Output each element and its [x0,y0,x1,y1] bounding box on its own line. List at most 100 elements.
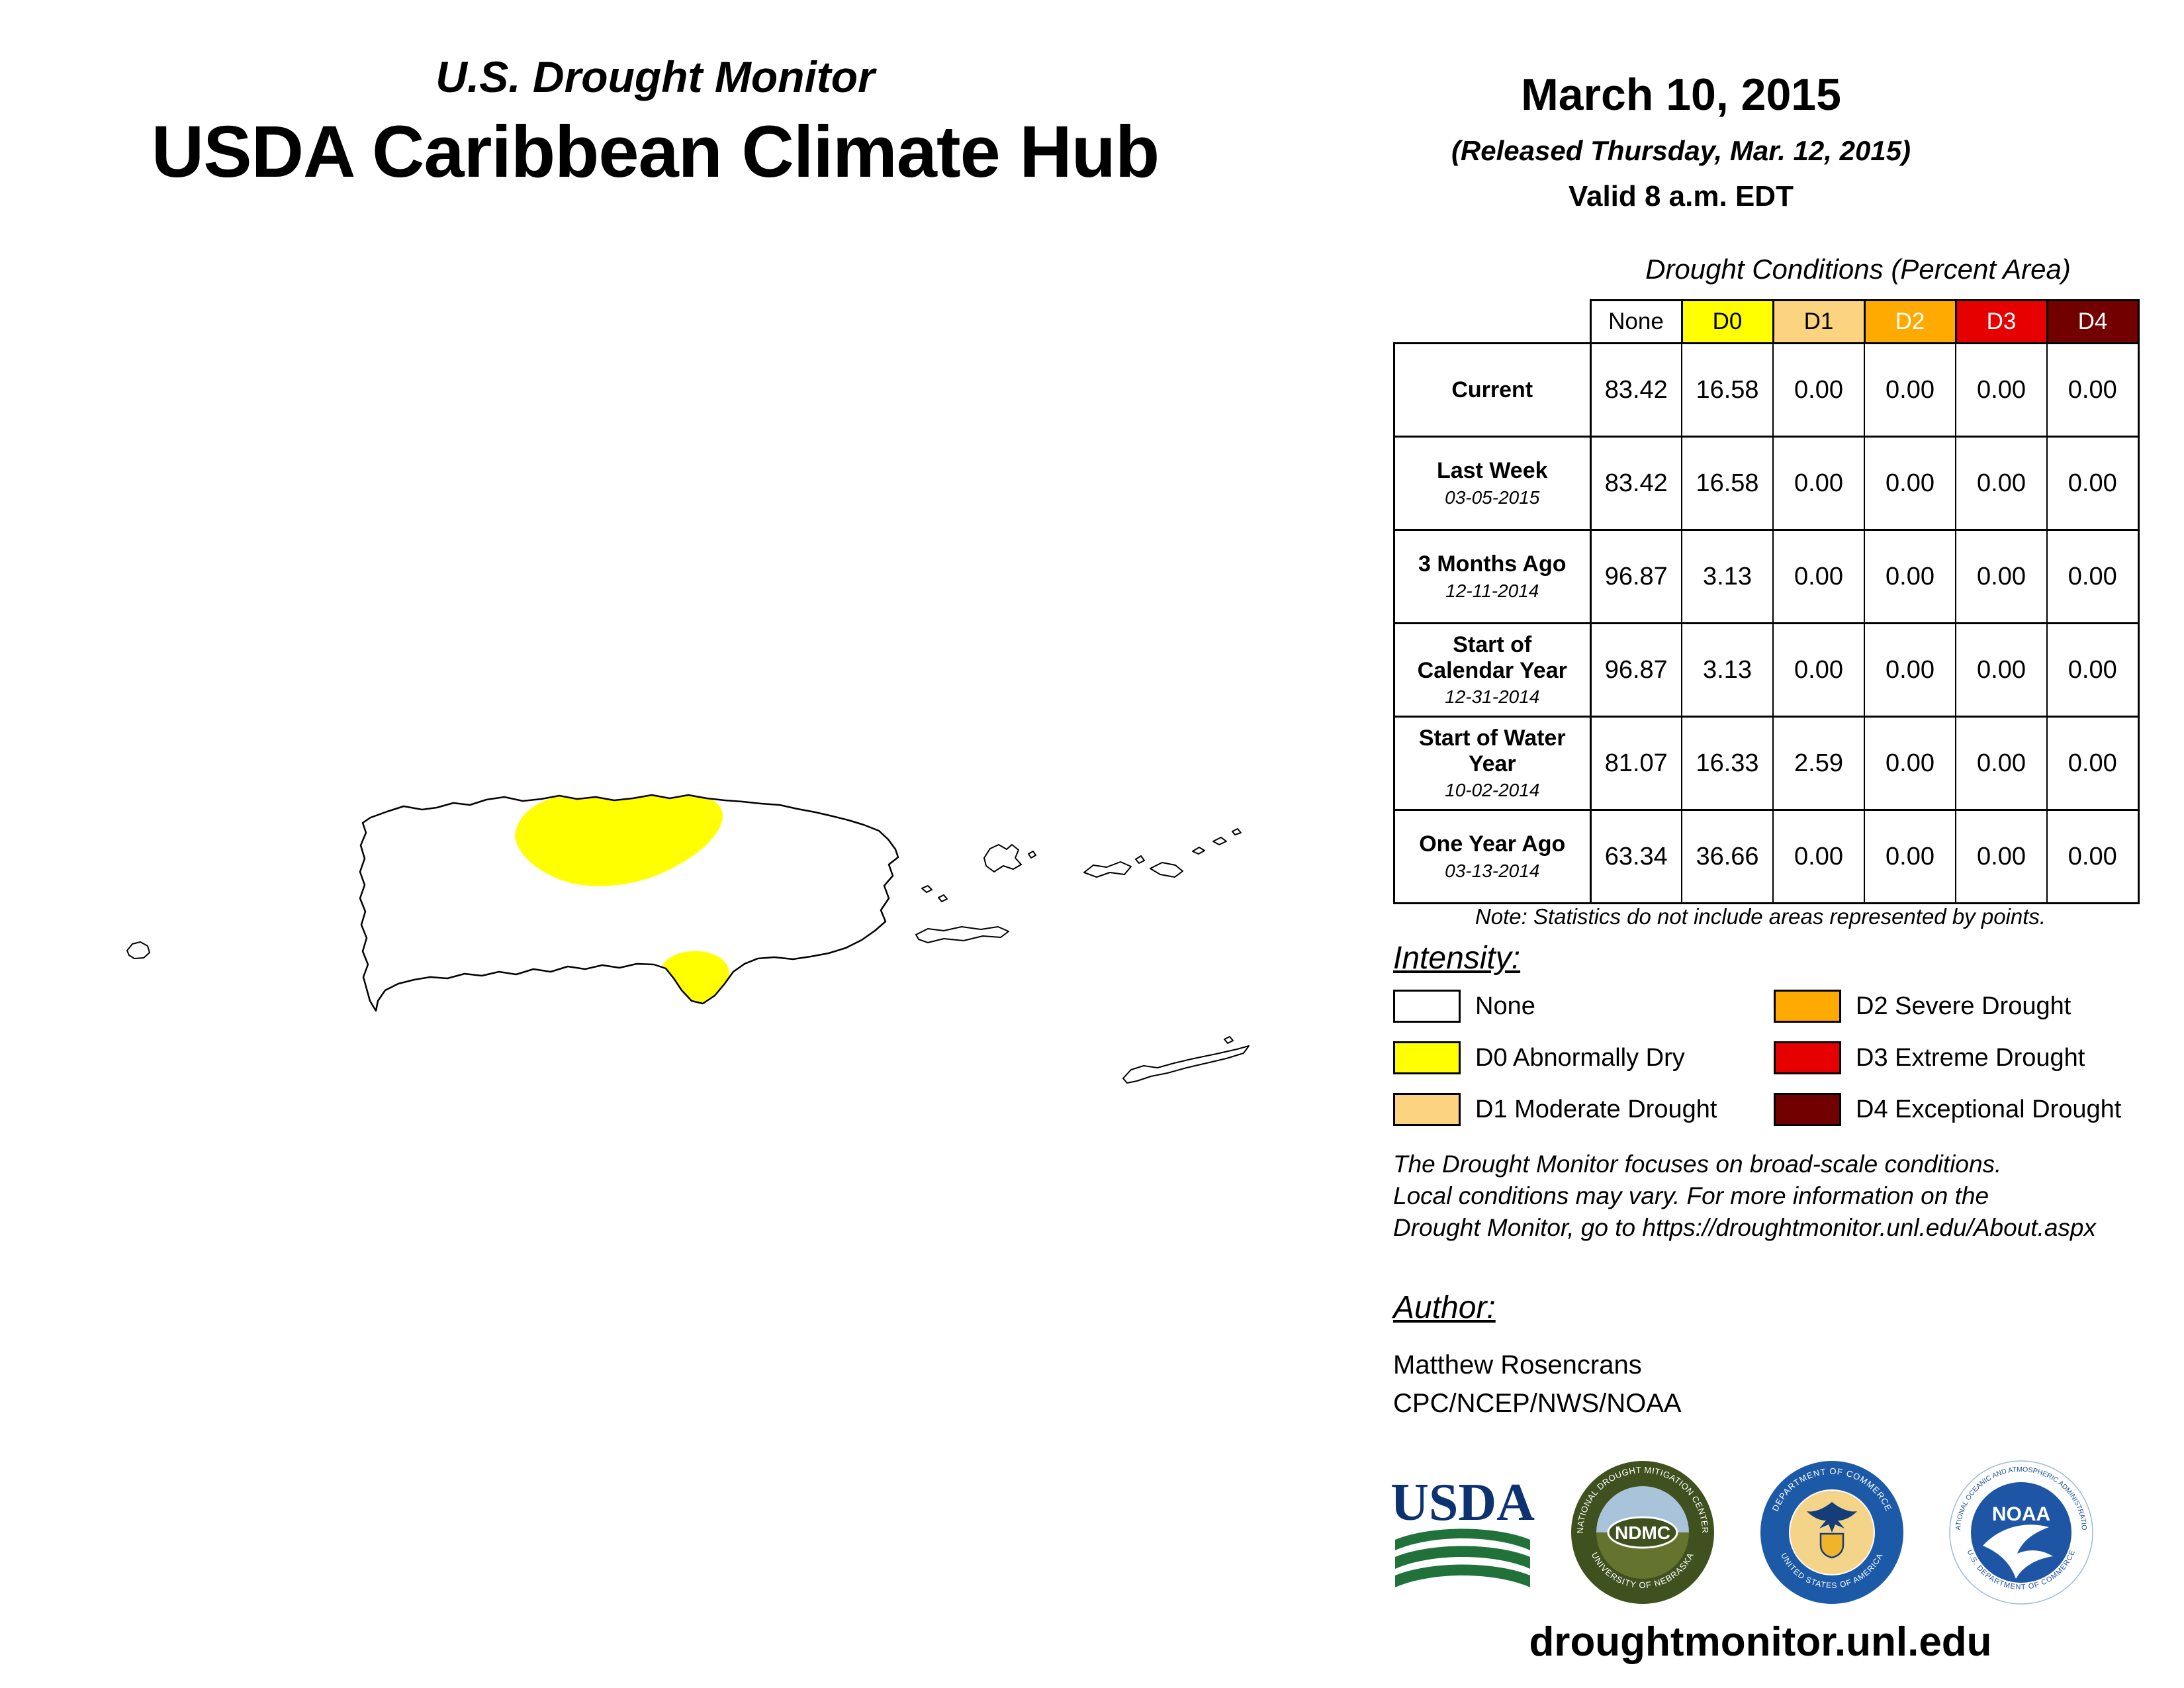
col-header-d4: D4 [2046,299,2140,344]
stat-cell: 0.00 [1864,716,1956,811]
stat-cell: 0.00 [1955,529,2048,624]
stat-cell: 0.00 [2046,716,2140,811]
stat-cell: 81.07 [1590,716,1682,811]
legend-label: D4 Exceptional Drought [1856,1095,2122,1123]
stat-cell: 0.00 [1955,716,2048,811]
col-header-d3: D3 [1954,299,2048,344]
intensity-legend: None D0 Abnormally Dry D1 Moderate Droug… [1393,989,2121,1127]
disclaimer-line: Local conditions may vary. For more info… [1393,1182,1989,1210]
stat-cell: 2.59 [1772,716,1865,811]
stat-cell: 0.00 [2046,436,2140,531]
stat-cell: 16.58 [1681,342,1774,438]
d0-area-north [515,795,723,886]
table-row-start-water-year: Start of Water Year 10-02-2014 81.07 16.… [1393,716,2140,811]
legend-label: D0 Abnormally Dry [1475,1043,1685,1072]
legend-label: None [1475,992,1535,1020]
disclaimer-line: The Drought Monitor focuses on broad-sca… [1393,1150,2002,1178]
stat-cell: 0.00 [1955,622,2048,718]
stat-cell: 0.00 [1955,809,2048,904]
noaa-center-text: NOAA [1992,1503,2050,1525]
stat-cell: 0.00 [1955,436,2048,531]
stat-cell: 83.42 [1590,436,1682,531]
col-header-d0: D0 [1680,299,1774,344]
release-date: (Released Thursday, Mar. 12, 2015) [1451,135,1911,166]
table-row-start-calendar-year: Start of Calendar Year 12-31-2014 96.87 … [1393,622,2140,718]
row-label: Start of Calendar Year 12-31-2014 [1393,622,1592,718]
stat-cell: 0.00 [1772,342,1865,438]
legend-item-d4: D4 Exceptional Drought [1774,1092,2121,1127]
st-john-island [1150,862,1183,878]
legend-swatch-d0 [1393,1041,1461,1074]
disclaimer: The Drought Monitor focuses on broad-sca… [1393,1149,2096,1244]
ndmc-center-text: NDMC [1615,1523,1670,1543]
vieques-island [915,926,1009,943]
stat-cell: 0.00 [1772,809,1865,904]
valid-time: Valid 8 a.m. EDT [1569,180,1794,212]
legend-label: D2 Severe Drought [1856,992,2071,1020]
author-name: Matthew Rosencrans [1393,1350,1642,1380]
commerce-logo: DEPARTMENT OF COMMERCE UNITED STATES OF … [1760,1461,1903,1604]
legend-swatch-d4 [1774,1093,1841,1126]
commerce-eagle-icon [1807,1502,1857,1532]
col-header-d1: D1 [1772,299,1866,344]
cay-vi-2 [1192,847,1205,855]
stat-cell: 0.00 [1864,436,1956,531]
legend-item-d3: D3 Extreme Drought [1774,1041,2121,1075]
table-row-3-months-ago: 3 Months Ago 12-11-2014 96.87 3.13 0.00 … [1393,529,2140,624]
st-thomas-island [1083,861,1132,878]
stat-cell: 96.87 [1590,529,1682,624]
date-block: March 10, 2015 (Released Thursday, Mar. … [1377,69,1985,213]
usda-swoosh-3 [1395,1564,1530,1587]
offshore-islands [126,828,1250,1084]
commerce-shield-icon [1819,1532,1844,1559]
stat-cell: 83.42 [1590,342,1682,438]
buck-island [1224,1036,1234,1044]
row-label: 3 Months Ago 12-11-2014 [1393,529,1592,624]
stat-cell: 0.00 [2046,809,2140,904]
disclaimer-line: Drought Monitor, go to https://droughtmo… [1393,1214,2096,1242]
row-label: Current [1393,342,1592,438]
stat-cell: 36.66 [1681,809,1774,904]
drought-map [126,794,1250,1084]
intensity-heading: Intensity: [1393,941,1521,976]
stat-cell: 16.58 [1681,436,1774,531]
map-date: March 10, 2015 [1521,70,1841,120]
table-row-current: Current 83.42 16.58 0.00 0.00 0.00 0.00 [1393,342,2140,438]
stat-cell: 16.33 [1681,716,1774,811]
stat-cell: 96.87 [1590,622,1682,718]
usda-swoosh-1 [1395,1528,1530,1550]
table-row-one-year-ago: One Year Ago 03-13-2014 63.34 36.66 0.00… [1393,809,2140,904]
stat-cell: 0.00 [1772,529,1865,624]
table-note: Note: Statistics do not include areas re… [1475,904,2046,929]
d0-area-south [659,951,729,1007]
stat-cell: 3.13 [1681,529,1774,624]
usda-logo-text: USDA [1390,1476,1535,1532]
table-row-last-week: Last Week 03-05-2015 83.42 16.58 0.00 0.… [1393,436,2140,531]
page-title: USDA Caribbean Climate Hub [151,111,1160,193]
col-header-d2: D2 [1863,299,1957,344]
col-header-none: None [1589,299,1683,344]
culebra-cay [1028,851,1036,859]
cay-vi-3 [1212,837,1227,845]
row-label: One Year Ago 03-13-2014 [1393,809,1592,904]
legend-swatch-none [1393,990,1461,1023]
noaa-seagull-icon [1983,1524,2053,1579]
puerto-rico-landmass [360,795,898,1011]
stat-cell: 0.00 [1864,809,1956,904]
drought-stats-table: None D0 D1 D2 D3 D4 Current 83.42 16.58 … [1393,299,2140,904]
st-croix-island [1122,1045,1250,1084]
stat-cell: 0.00 [1864,529,1956,624]
stat-cell: 0.00 [2046,622,2140,718]
table-header-row: None D0 D1 D2 D3 D4 [1394,299,2140,344]
ndmc-center-oval [1607,1516,1678,1549]
legend-swatch-d1 [1393,1093,1461,1126]
report-supertitle: U.S. Drought Monitor [435,52,875,101]
usda-swoosh-2 [1395,1546,1530,1569]
noaa-logo: NATIONAL OCEANIC AND ATMOSPHERIC ADMINIS… [1948,1460,2093,1605]
table-title: Drought Conditions (Percent Area) [1645,254,2071,285]
cay-east-2 [938,894,948,902]
cay-vi-4 [1232,828,1242,835]
puerto-rico-outline [359,794,899,1012]
usda-logo: USDA [1390,1476,1535,1587]
ndmc-logo: NATIONAL DROUGHT MITIGATION CENTER UNIVE… [1571,1461,1714,1604]
